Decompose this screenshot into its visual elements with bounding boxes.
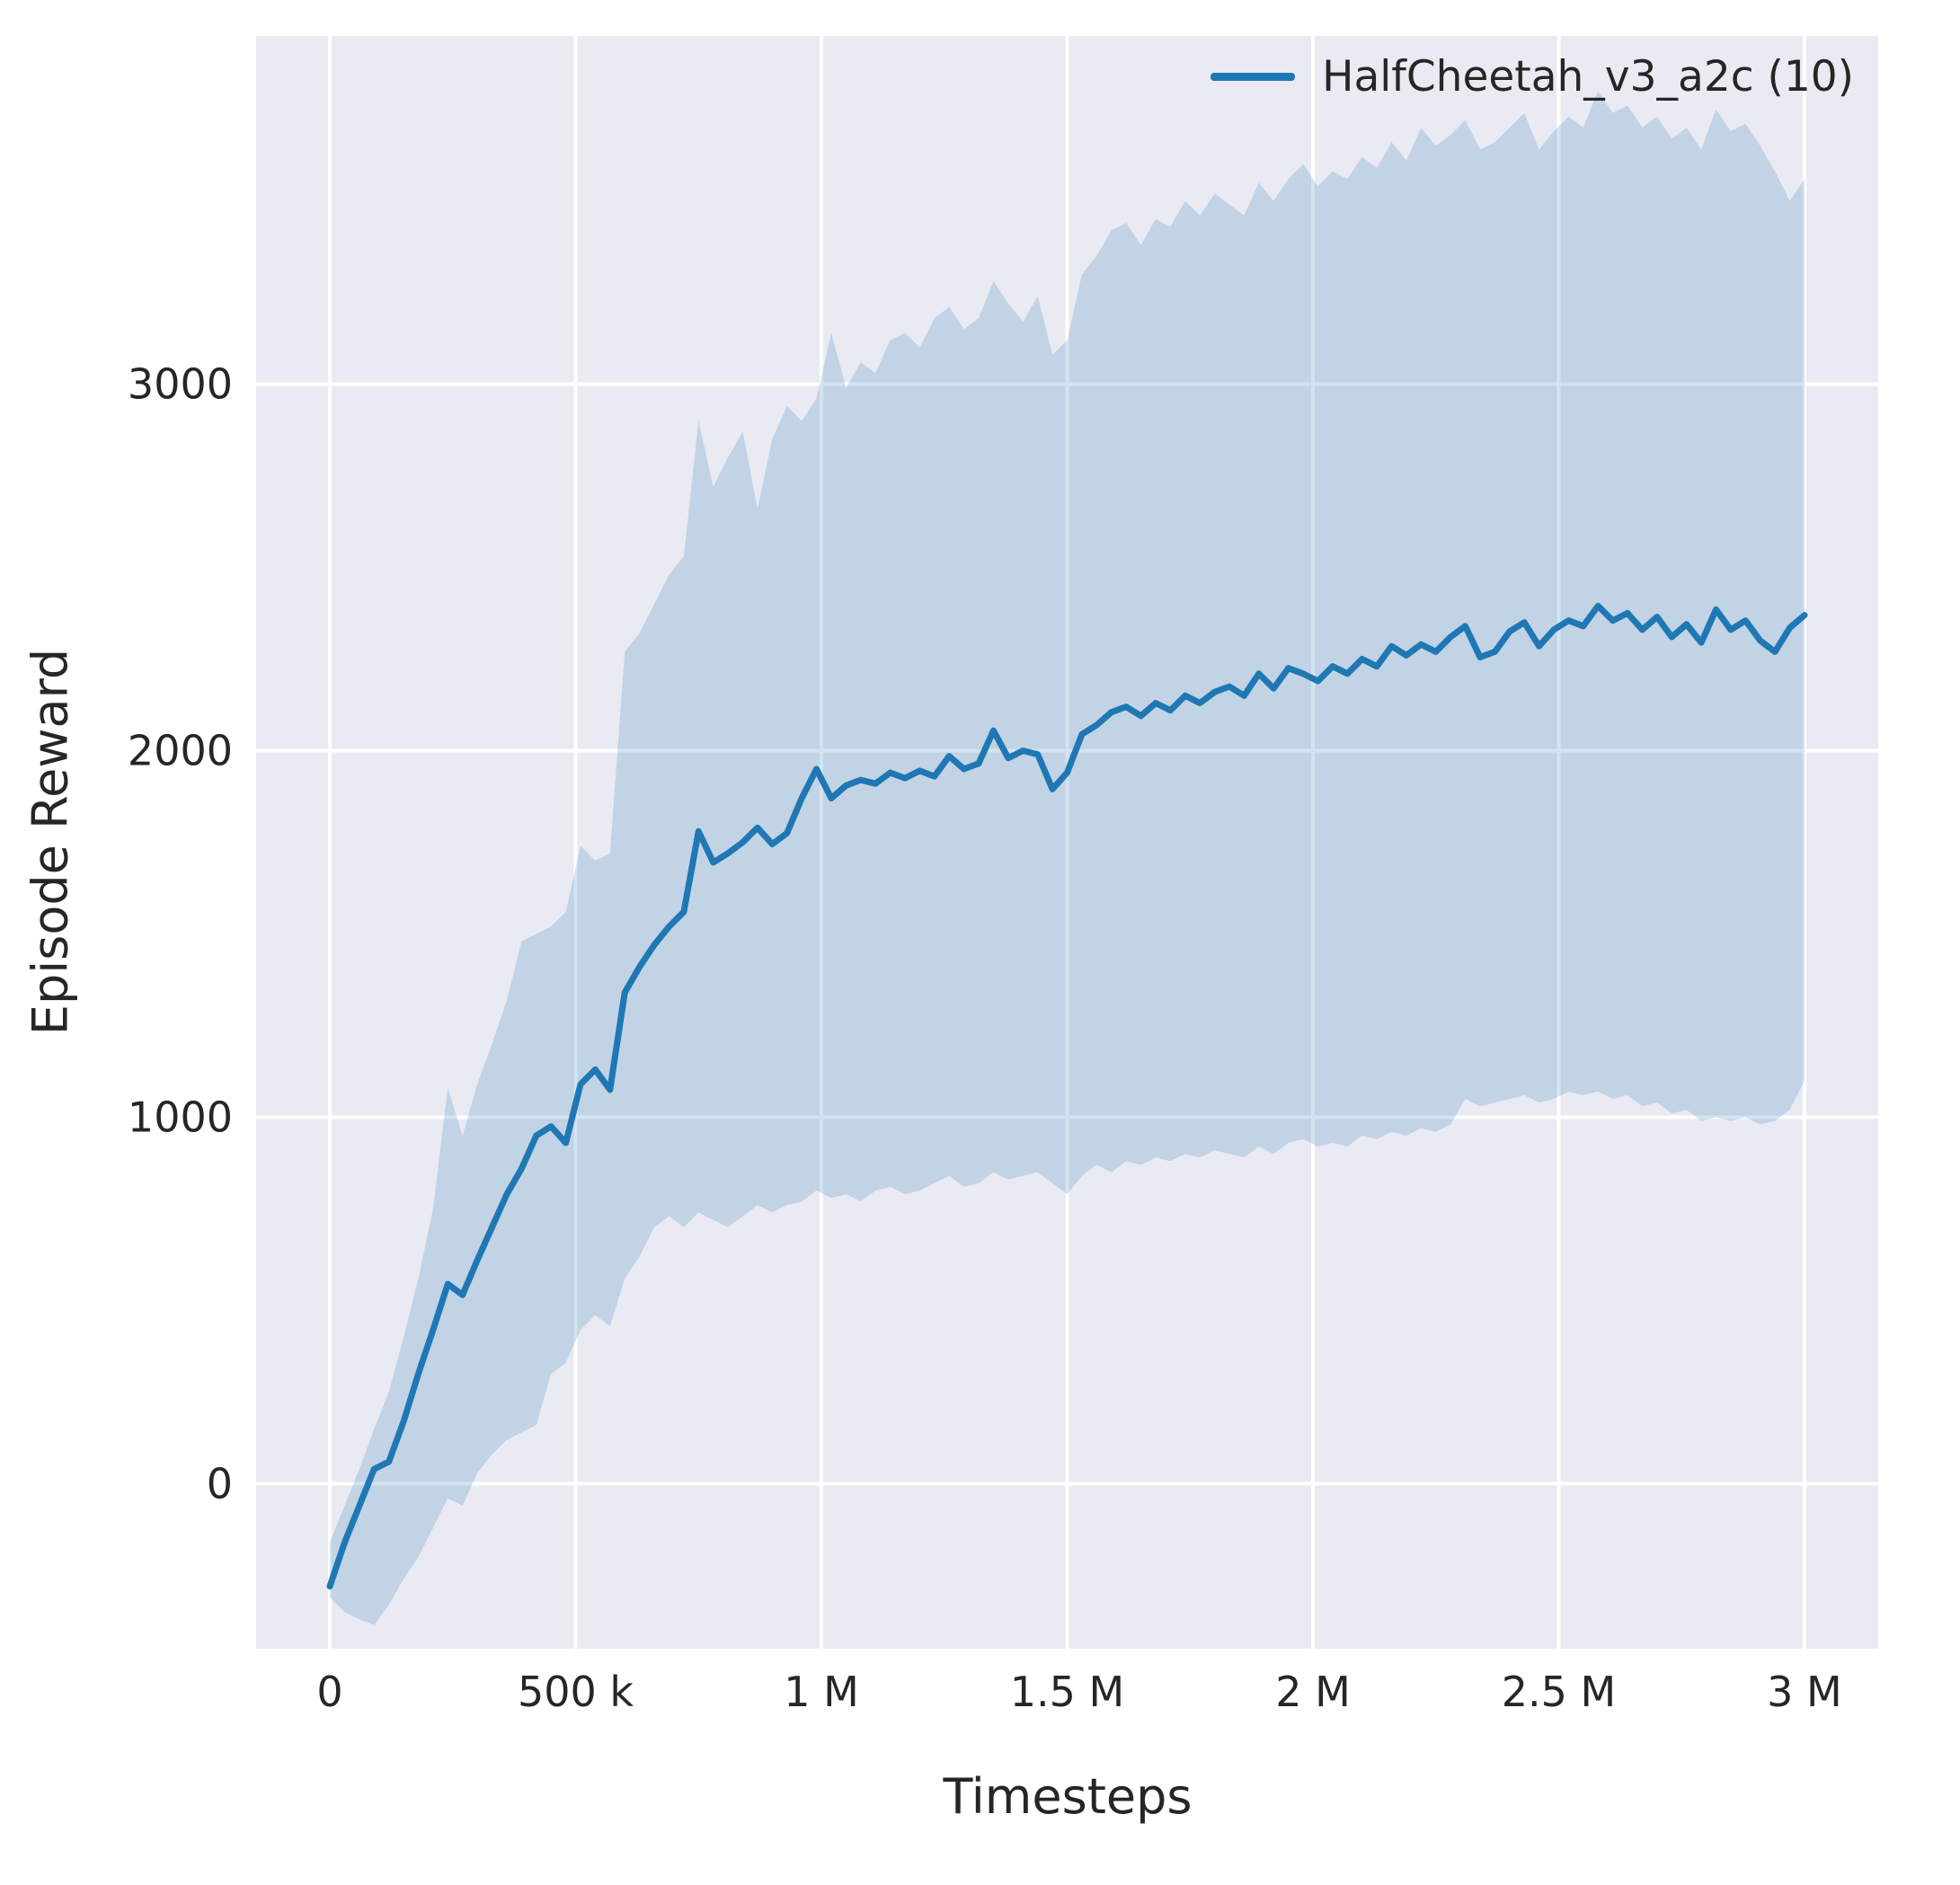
legend-line-swatch	[1211, 73, 1296, 81]
y-tick-label: 0	[207, 1459, 233, 1508]
x-tick-label: 0	[316, 1668, 342, 1716]
y-axis-label: Episode Reward	[22, 648, 79, 1036]
x-tick-label: 2.5 M	[1502, 1668, 1616, 1716]
y-tick-label: 3000	[128, 360, 233, 409]
y-tick-label: 2000	[128, 727, 233, 775]
mean-line	[326, 602, 1808, 1590]
legend: HalfCheetah_v3_a2c (10)	[1211, 52, 1854, 102]
confidence-band	[330, 91, 1805, 1625]
legend-label: HalfCheetah_v3_a2c (10)	[1322, 52, 1854, 102]
x-tick-label: 500 k	[518, 1668, 634, 1716]
x-tick-label: 1 M	[784, 1668, 859, 1716]
x-tick-label: 2 M	[1275, 1668, 1351, 1716]
x-axis-label: Timesteps	[943, 1768, 1193, 1825]
x-tick-label: 3 M	[1767, 1668, 1842, 1716]
y-tick-label: 1000	[128, 1093, 233, 1141]
x-tick-label: 1.5 M	[1010, 1668, 1124, 1716]
